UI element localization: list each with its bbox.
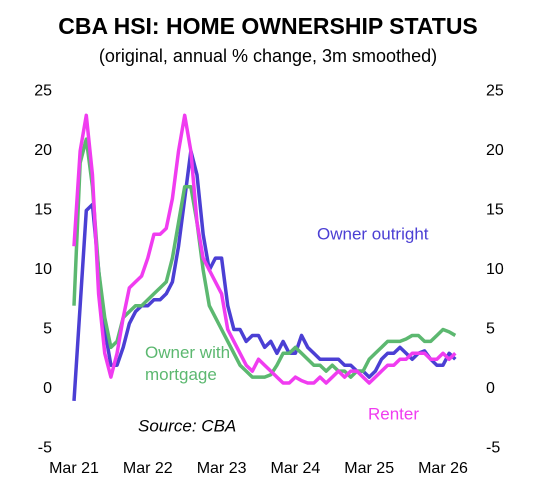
legend-label: Owner with mortgage bbox=[145, 343, 230, 384]
source-note: Source: CBA bbox=[138, 416, 236, 435]
y2-tick-label: 15 bbox=[486, 202, 504, 219]
x-tick-label: Mar 26 bbox=[418, 460, 468, 477]
y-tick-label: 5 bbox=[43, 321, 52, 338]
y-tick-label: 25 bbox=[34, 83, 52, 100]
series-line bbox=[72, 149, 457, 402]
legend-label: Renter bbox=[368, 404, 419, 423]
x-tick-label: Mar 22 bbox=[123, 460, 173, 477]
chart-subtitle: (original, annual % change, 3m smoothed) bbox=[99, 46, 437, 66]
series-line bbox=[72, 137, 457, 379]
y-tick-label: -5 bbox=[38, 440, 52, 457]
x-tick-label: Mar 23 bbox=[197, 460, 247, 477]
y2-tick-label: 5 bbox=[486, 321, 495, 338]
y-tick-label: 20 bbox=[34, 142, 52, 159]
x-tick-label: Mar 24 bbox=[271, 460, 321, 477]
y2-tick-label: -5 bbox=[486, 440, 500, 457]
x-tick-label: Mar 21 bbox=[49, 460, 99, 477]
y-tick-label: 15 bbox=[34, 202, 52, 219]
y2-tick-label: 25 bbox=[486, 83, 504, 100]
y-tick-label: 10 bbox=[34, 261, 52, 278]
chart-title: CBA HSI: HOME OWNERSHIP STATUS bbox=[58, 13, 478, 39]
y-tick-label: 0 bbox=[43, 380, 52, 397]
legend-label: Owner outright bbox=[317, 224, 429, 243]
y2-tick-label: 20 bbox=[486, 142, 504, 159]
y2-tick-label: 0 bbox=[486, 380, 495, 397]
x-tick-label: Mar 25 bbox=[344, 460, 394, 477]
y2-tick-label: 10 bbox=[486, 261, 504, 278]
series-line bbox=[72, 113, 457, 385]
